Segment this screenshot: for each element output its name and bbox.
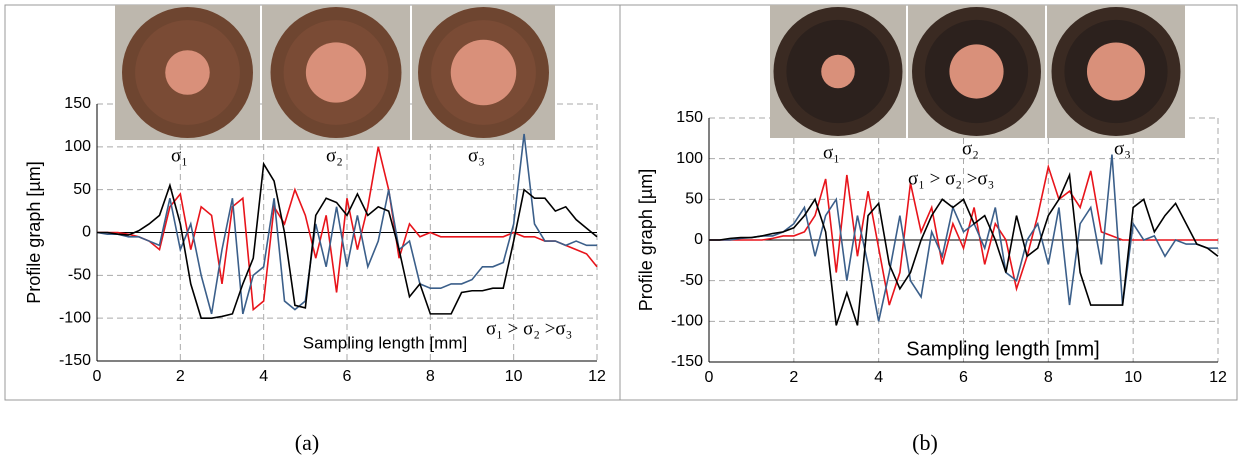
y-tick-label: 50 bbox=[685, 191, 703, 208]
caption: (a) bbox=[295, 430, 319, 455]
x-tick-label: 10 bbox=[1124, 369, 1142, 386]
annotation: σ₂ bbox=[962, 138, 979, 159]
x-tick-label: 8 bbox=[1044, 369, 1053, 386]
x-tick-label: 6 bbox=[343, 368, 352, 385]
y-tick-label: -100 bbox=[671, 313, 703, 330]
profile-line bbox=[709, 154, 1218, 322]
y-axis-label: Profile graph [µm] bbox=[24, 161, 44, 303]
y-axis-label: Profile graph [µm] bbox=[636, 169, 656, 311]
x-tick-label: 0 bbox=[705, 369, 714, 386]
annotation: σ₁ > σ₂ >σ₃ bbox=[908, 168, 994, 189]
annotation: σ₃ bbox=[468, 145, 485, 166]
photo-core bbox=[450, 39, 517, 106]
photo-core bbox=[1086, 42, 1146, 101]
x-tick-label: 2 bbox=[789, 369, 798, 386]
y-tick-label: 100 bbox=[676, 150, 703, 167]
annotation: σ₁ bbox=[823, 142, 840, 163]
profile-line bbox=[97, 146, 598, 312]
annotation: σ₁ > σ₂ >σ₃ bbox=[486, 318, 572, 339]
y-tick-label: -50 bbox=[68, 267, 91, 284]
y-tick-label: 50 bbox=[73, 181, 91, 198]
photo-core bbox=[949, 44, 1004, 99]
y-tick-label: 150 bbox=[64, 95, 91, 112]
x-tick-label: 12 bbox=[588, 368, 606, 385]
x-tick-label: 2 bbox=[176, 368, 185, 385]
annotation: σ₂ bbox=[326, 145, 343, 166]
y-tick-label: 0 bbox=[694, 231, 703, 248]
profile-line bbox=[96, 133, 597, 315]
photo-core bbox=[165, 50, 210, 95]
x-tick-label: 10 bbox=[505, 368, 523, 385]
x-axis-label: Sampling length [mm] bbox=[303, 333, 467, 352]
y-tick-label: -50 bbox=[680, 272, 703, 289]
x-tick-label: 6 bbox=[959, 369, 968, 386]
profile-line bbox=[709, 163, 1218, 306]
photo-core bbox=[305, 42, 367, 103]
y-tick-label: -150 bbox=[59, 352, 91, 369]
annotation: σ₁ bbox=[171, 145, 188, 166]
x-axis-label: Sampling length [mm] bbox=[906, 338, 1099, 360]
caption: (b) bbox=[912, 430, 938, 455]
annotation: σ₃ bbox=[1114, 138, 1131, 159]
y-tick-label: -100 bbox=[59, 309, 91, 326]
profile-line bbox=[709, 171, 1219, 326]
x-tick-label: 12 bbox=[1209, 369, 1227, 386]
x-tick-label: 0 bbox=[93, 368, 102, 385]
y-tick-label: 0 bbox=[82, 224, 91, 241]
x-tick-label: 4 bbox=[259, 368, 268, 385]
x-tick-label: 8 bbox=[426, 368, 435, 385]
photo-core bbox=[821, 54, 855, 89]
y-tick-label: 150 bbox=[676, 109, 703, 126]
y-tick-label: 100 bbox=[64, 138, 91, 155]
profile-line bbox=[97, 161, 598, 319]
y-tick-label: -150 bbox=[671, 353, 703, 370]
x-tick-label: 4 bbox=[874, 369, 883, 386]
